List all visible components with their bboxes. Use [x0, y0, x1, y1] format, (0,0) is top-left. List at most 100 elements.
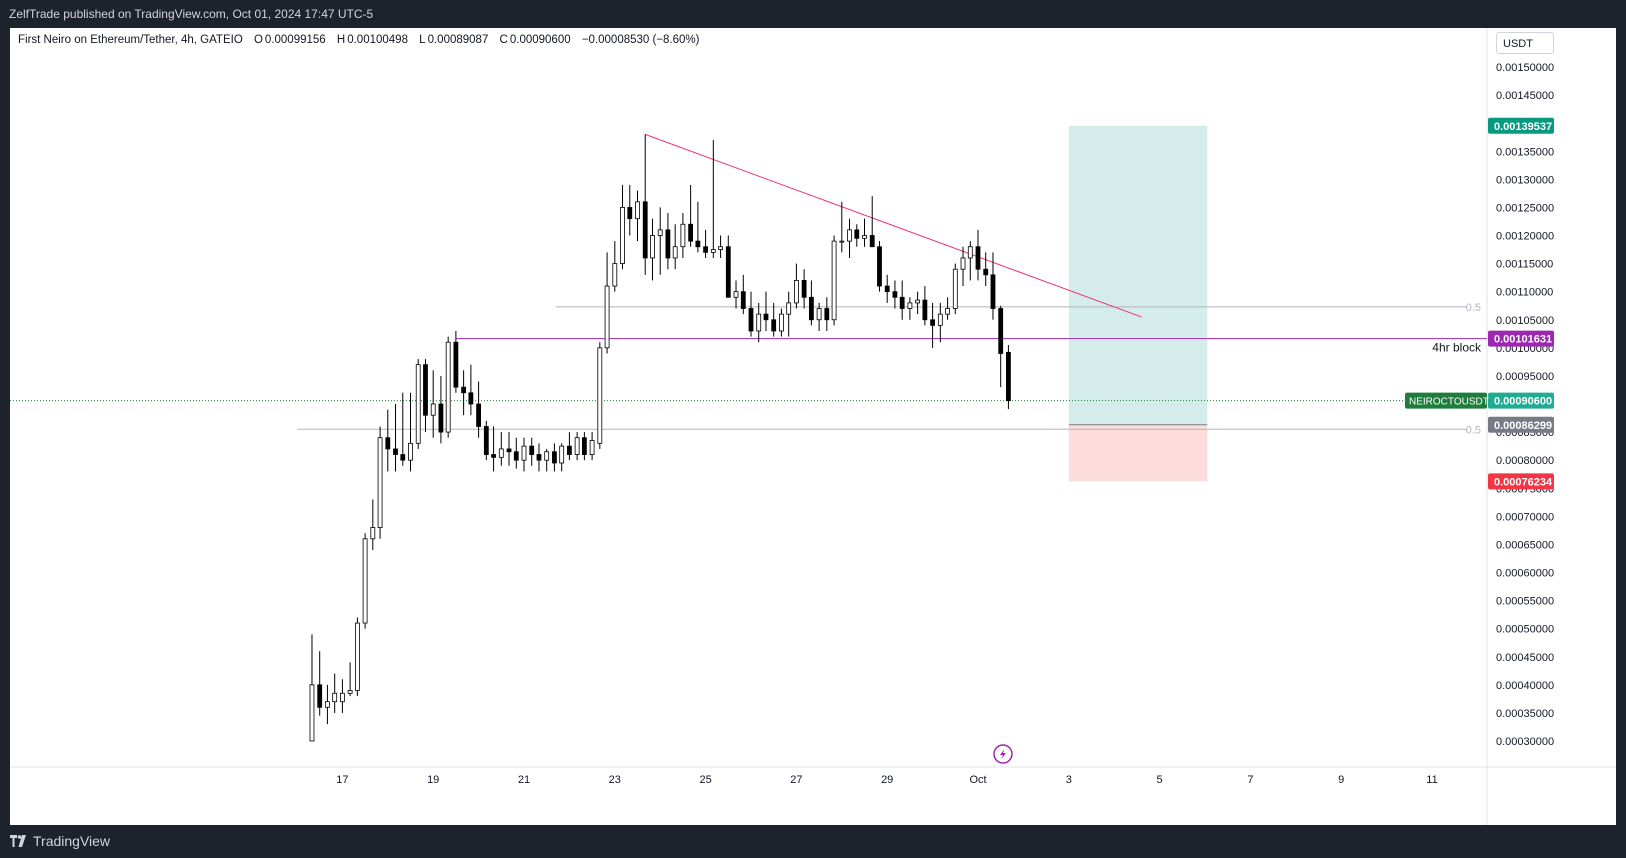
chart-legend: First Neiro on Ethereum/Tether, 4h, GATE… [18, 34, 699, 46]
candle-body-up [559, 445, 565, 464]
time-tick-label: 11 [1426, 774, 1437, 786]
price-tick-label: 0.00135000 [1496, 146, 1554, 158]
candle-body-up [415, 364, 421, 444]
candle-body-up [672, 246, 678, 259]
candle [771, 302, 777, 337]
candle [483, 420, 489, 461]
candle-body-down [725, 246, 731, 298]
candle [967, 241, 973, 281]
candle [325, 684, 330, 725]
candle [521, 437, 527, 472]
candle [597, 342, 603, 449]
candle [718, 235, 723, 258]
candle [831, 235, 837, 326]
candle [604, 252, 610, 354]
candle-body-up [498, 448, 504, 458]
candle-body-up [779, 313, 784, 332]
candle [695, 201, 701, 253]
candle-body-down [400, 454, 406, 461]
candle [491, 426, 496, 472]
candle-body-up [347, 690, 353, 694]
candle-body-down [869, 235, 875, 248]
legend-low: 0.00089087 [427, 34, 489, 46]
candle [794, 263, 799, 309]
position-loss-zone [1068, 424, 1208, 482]
candle [309, 634, 315, 742]
candle [620, 184, 625, 270]
price-chart[interactable]: 0.5 0.5 4hr block 0.00030000 0.00035000 0.000… [10, 28, 1616, 825]
fib-level-label: 0.5 [1466, 424, 1481, 436]
time-tick-label: 25 [699, 774, 711, 786]
price-tick-label: 0.00055000 [1496, 596, 1554, 608]
candle [733, 280, 739, 309]
candle [786, 291, 792, 337]
candle-body-down [899, 296, 905, 309]
candle-body-down [703, 246, 708, 253]
candle [899, 280, 905, 320]
time-tick-label: 21 [518, 774, 530, 786]
candle [937, 302, 943, 343]
candle [854, 224, 860, 247]
candle [635, 190, 640, 242]
candle-body-up [544, 451, 550, 461]
candle [498, 432, 504, 466]
candle [552, 443, 557, 472]
candle [975, 229, 981, 281]
candle [513, 437, 519, 469]
candle [627, 184, 633, 236]
candle-body-down [567, 445, 572, 455]
candle [468, 364, 474, 416]
candle-body-down [438, 403, 444, 433]
candle-body-up [354, 622, 360, 691]
tradingview-logo[interactable]: TradingView [10, 833, 110, 849]
time-tick-label: 29 [881, 774, 893, 786]
candle-body-up [907, 302, 913, 309]
candle [650, 218, 655, 281]
candle [952, 263, 958, 315]
candle-body-up [680, 223, 686, 248]
candle-body-down [748, 308, 754, 332]
legend-change: −0.00008530 (−8.60%) [581, 34, 700, 46]
candle-body-up [650, 235, 655, 259]
candle-body-down [740, 291, 746, 309]
candle-body-down [892, 291, 898, 298]
price-tick-label: 0.00105000 [1496, 315, 1554, 327]
fib-level-label: 0.5 [1466, 302, 1481, 314]
candle-body-up [960, 257, 966, 270]
candle [445, 336, 451, 438]
price-tag-value: 0.00101631 [1494, 334, 1552, 346]
lightning-icon-bolt [999, 749, 1006, 759]
candle [680, 213, 686, 258]
candle-body-down [423, 364, 428, 416]
price-tick-label: 0.00070000 [1496, 511, 1554, 523]
candle [877, 241, 882, 292]
price-tag-bg [1488, 416, 1554, 433]
candle-body-down [317, 684, 323, 708]
candle [559, 443, 565, 472]
legend-low-label: L [419, 34, 426, 46]
price-tag-bg [1488, 330, 1554, 347]
candle [506, 432, 512, 466]
candle [945, 297, 950, 320]
candle [1006, 345, 1011, 410]
publish-info: ZelfTrade published on TradingView.com, … [9, 7, 374, 21]
candle-body-down [763, 313, 769, 321]
candle-body-down [385, 437, 391, 450]
candle-body-down [513, 451, 519, 461]
candle [990, 252, 996, 320]
currency-button[interactable]: USDT [1496, 32, 1554, 54]
candle-body-up [377, 437, 383, 528]
price-tick-label: 0.00115000 [1496, 259, 1553, 271]
price-tag-value: 0.00076234 [1494, 476, 1553, 488]
candle [672, 224, 678, 270]
legend-symbol: First Neiro on Ethereum/Tether, 4h, GATE… [18, 34, 243, 46]
candle-body-up [325, 701, 330, 708]
candle-body-down [854, 229, 860, 239]
candle [665, 213, 671, 270]
candle-body-up [937, 313, 943, 326]
price-tick-label: 0.00040000 [1496, 680, 1554, 692]
candle-body-down [393, 448, 398, 455]
time-tick-label: 9 [1338, 774, 1344, 786]
candle [362, 533, 368, 629]
chart-frame[interactable]: 0.5 0.5 4hr block 0.00030000 0.00035000 0.000… [10, 28, 1616, 825]
